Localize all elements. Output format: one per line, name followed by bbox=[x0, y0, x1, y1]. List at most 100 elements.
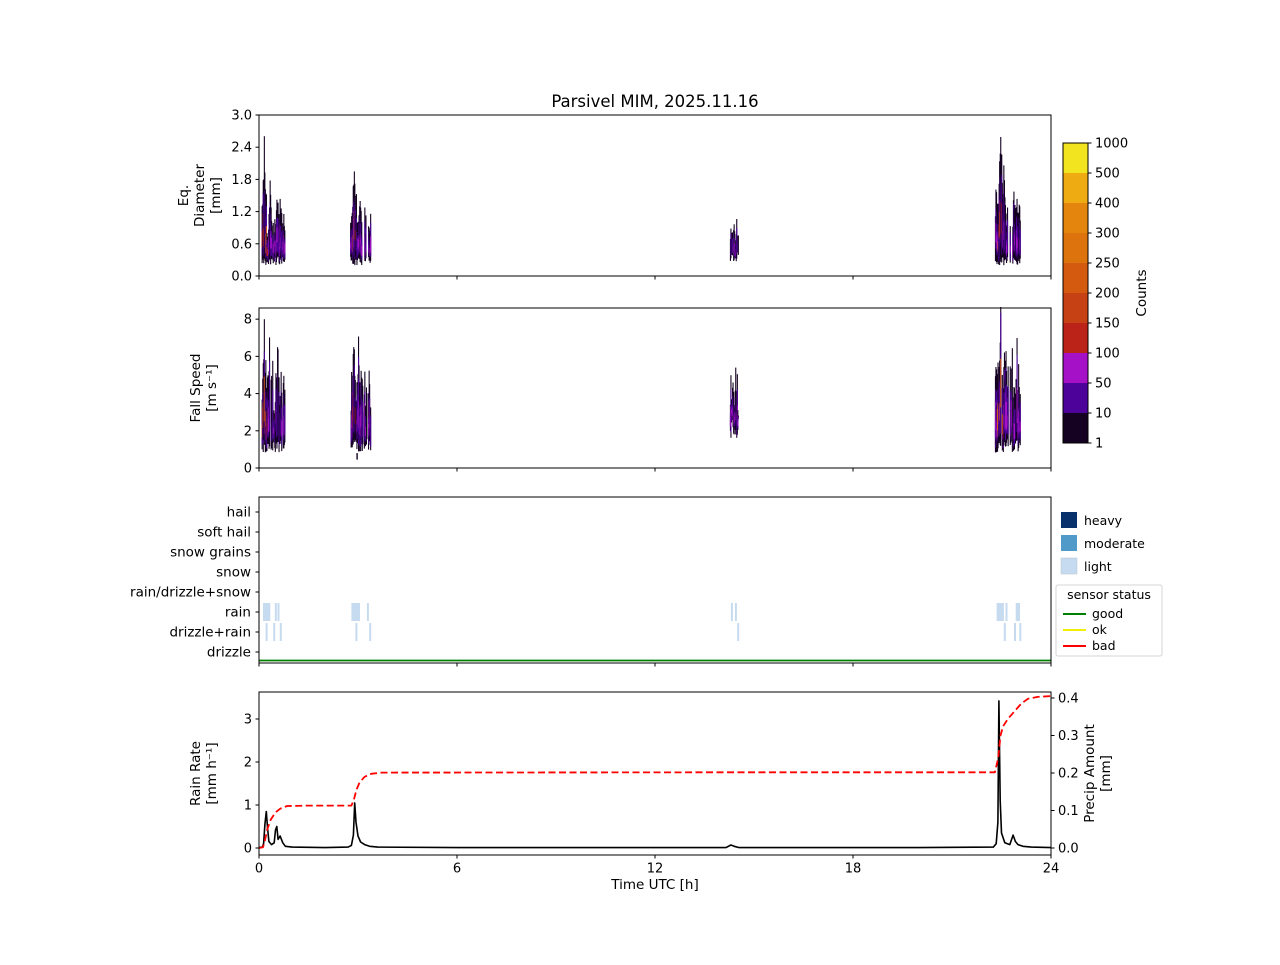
spectra-column bbox=[1006, 401, 1008, 431]
y-tick-label: 2 bbox=[244, 424, 252, 439]
spectra-column bbox=[277, 218, 279, 253]
spectra-column bbox=[368, 231, 370, 253]
spectra-column bbox=[737, 417, 739, 418]
x-tick-label: 24 bbox=[1043, 862, 1060, 877]
spectra-column bbox=[353, 218, 355, 248]
spectra-column bbox=[1003, 404, 1005, 426]
y-tick-label: 0.6 bbox=[231, 237, 252, 252]
spectra-column bbox=[360, 404, 362, 428]
category-label-rain: rain bbox=[225, 605, 251, 621]
spectra-column bbox=[271, 375, 273, 449]
spectra-column bbox=[266, 246, 268, 256]
spectra-column bbox=[1001, 203, 1003, 234]
intensity-legend: heavy moderate light bbox=[1060, 512, 1145, 575]
precip-type-mark bbox=[1015, 603, 1020, 621]
colorbar-tick-label: 300 bbox=[1095, 227, 1120, 242]
axis-label: Diameter bbox=[192, 164, 208, 227]
y-tick-label: 3.0 bbox=[231, 109, 252, 124]
colorbar-tick-label: 400 bbox=[1095, 197, 1120, 212]
colorbar-tick-label: 10 bbox=[1095, 407, 1112, 422]
spectra-column bbox=[1019, 402, 1021, 440]
precip-type-mark bbox=[279, 623, 282, 641]
spectra-column bbox=[280, 226, 282, 251]
spectra-column bbox=[730, 405, 732, 427]
y-tick-label: 0 bbox=[244, 842, 252, 857]
spectra-column bbox=[261, 424, 263, 438]
spectra-column bbox=[263, 228, 265, 247]
spectra-column bbox=[272, 390, 274, 440]
category-label-snow-grains: snow grains bbox=[170, 545, 251, 561]
spectra-column bbox=[280, 391, 282, 434]
spectra-column bbox=[734, 417, 736, 423]
y-tick-label: 2.4 bbox=[231, 141, 252, 156]
axis-label: [mm] bbox=[208, 177, 224, 214]
y-tick-label: 0.0 bbox=[231, 270, 252, 285]
axis-label: [mm h⁻¹] bbox=[204, 742, 220, 804]
spectra-column bbox=[1019, 229, 1021, 255]
precip-amount-line bbox=[259, 695, 1052, 849]
y-tick-label: 4 bbox=[244, 387, 252, 402]
spectra-column bbox=[364, 403, 366, 429]
spectra-column bbox=[368, 424, 370, 437]
spectra-column bbox=[278, 229, 280, 257]
spectra-column bbox=[272, 243, 274, 253]
legend-swatch-moderate bbox=[1061, 535, 1077, 551]
precip-type-mark bbox=[265, 623, 268, 641]
spectra-column bbox=[281, 231, 283, 261]
precip-type-marks-layer bbox=[259, 603, 1051, 662]
spectra-column bbox=[1007, 386, 1009, 436]
axis-label: Rain Rate bbox=[188, 741, 204, 806]
legend-label-moderate: moderate bbox=[1084, 536, 1145, 551]
spectra-column bbox=[353, 378, 355, 433]
axis-label: Eq. bbox=[176, 185, 192, 206]
axis-label: [m s⁻¹] bbox=[204, 364, 220, 412]
rain-rate-line bbox=[259, 700, 1052, 849]
colorbar-segment bbox=[1063, 293, 1088, 324]
y-tick-label: 0.1 bbox=[1058, 804, 1079, 819]
colorbar-tick-label: 1 bbox=[1095, 437, 1103, 452]
fall-speed-spectra-layer bbox=[261, 307, 1021, 460]
spectra-column bbox=[362, 401, 364, 437]
spectra-column bbox=[1015, 379, 1017, 441]
spectra-column bbox=[736, 228, 738, 254]
spectra-column bbox=[732, 407, 734, 419]
precip-type-mark bbox=[355, 623, 358, 641]
colorbar-segment bbox=[1063, 413, 1088, 444]
legend-label-light: light bbox=[1084, 559, 1112, 574]
spectra-column bbox=[358, 401, 360, 428]
spectra-column bbox=[274, 240, 276, 248]
colorbar-segment bbox=[1063, 383, 1088, 414]
spectra-column bbox=[995, 401, 997, 430]
colorbar-segment bbox=[1063, 263, 1088, 294]
spectra-column bbox=[267, 401, 269, 437]
precip-type-mark bbox=[273, 623, 276, 641]
spectra-column bbox=[263, 376, 265, 422]
spectra-column bbox=[356, 394, 358, 439]
spectra-column bbox=[267, 249, 269, 257]
category-label-drizzle-rain: drizzle+rain bbox=[169, 625, 251, 641]
spectra-column bbox=[734, 241, 736, 250]
x-tick-label: 18 bbox=[845, 862, 862, 877]
spectra-column bbox=[269, 207, 271, 260]
precip-type-mark bbox=[730, 603, 733, 621]
spectra-column bbox=[278, 392, 280, 445]
spectra-column bbox=[995, 222, 997, 243]
legend-swatch-light bbox=[1060, 557, 1078, 575]
colorbar-segment bbox=[1063, 233, 1088, 264]
spectra-column bbox=[1003, 221, 1005, 240]
spectra-column bbox=[1000, 358, 1002, 408]
spectra-column bbox=[284, 405, 286, 435]
spectra-column bbox=[276, 227, 278, 243]
spectra-column bbox=[1018, 213, 1020, 261]
counts-colorbar: 1000 500 400 300 250 200 150 100 50 10 1 bbox=[1062, 137, 1128, 452]
spectra-column bbox=[1007, 219, 1009, 253]
y-tick-label: 2 bbox=[244, 756, 252, 771]
sensor-legend-label-good: good bbox=[1092, 606, 1123, 621]
spectra-column bbox=[263, 194, 265, 255]
y-tick-label: 0.0 bbox=[1058, 842, 1079, 857]
spectra-column bbox=[281, 420, 283, 437]
y-tick-label: 8 bbox=[244, 313, 252, 328]
precip-type-mark bbox=[1019, 623, 1022, 641]
spectra-column bbox=[999, 211, 1001, 237]
